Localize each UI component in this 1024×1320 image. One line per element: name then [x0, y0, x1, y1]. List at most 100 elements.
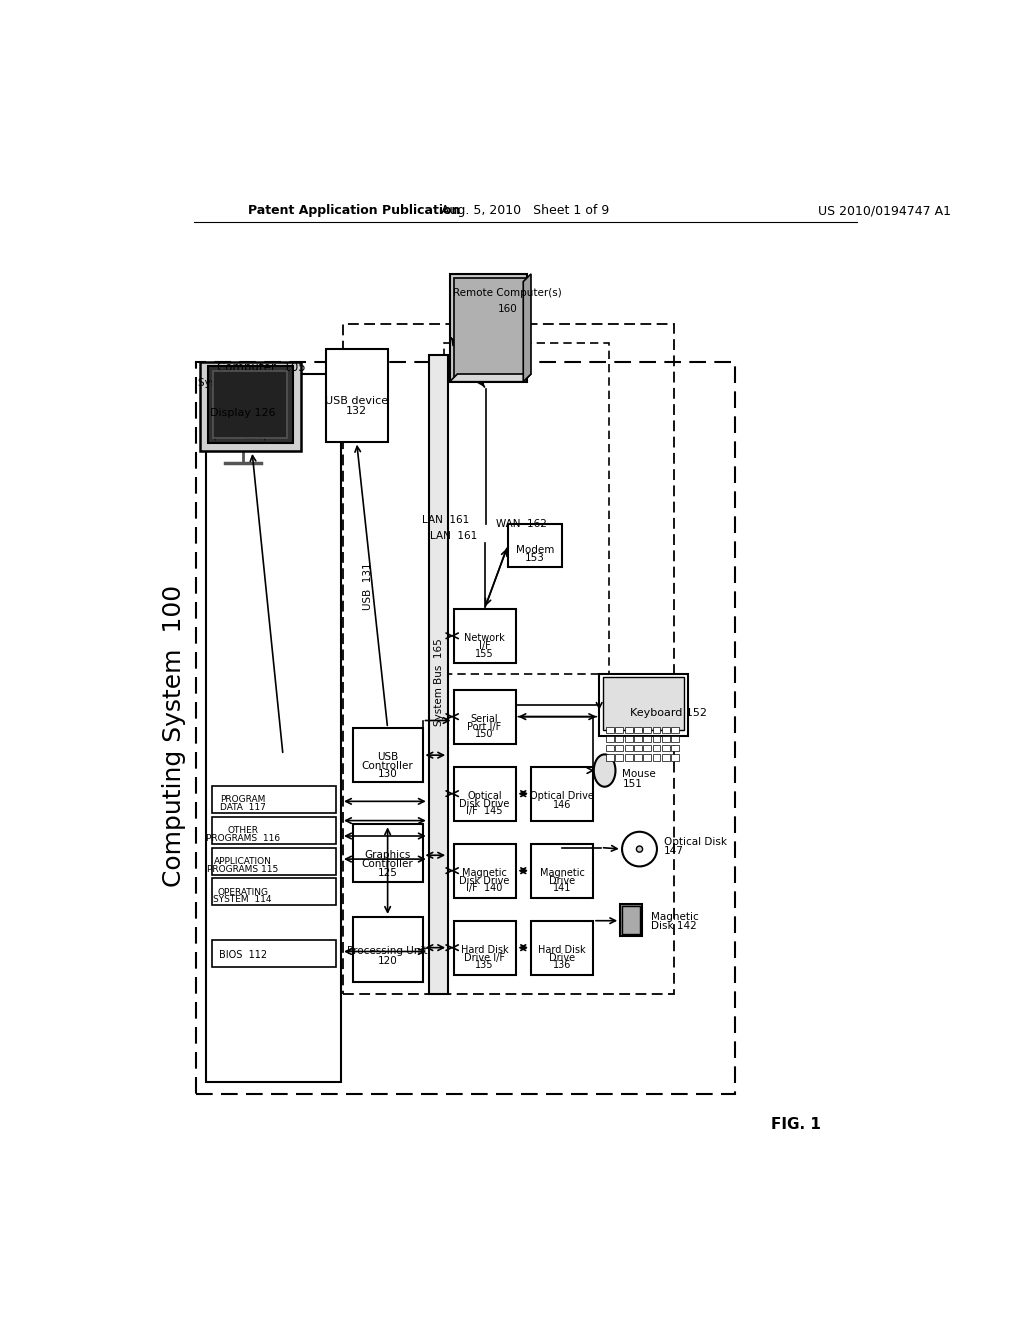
- Text: LAN  161: LAN 161: [422, 515, 469, 525]
- Text: LAN  161: LAN 161: [430, 531, 477, 541]
- Text: USB  131: USB 131: [364, 562, 374, 610]
- Bar: [212, 817, 336, 843]
- Text: 135: 135: [475, 961, 494, 970]
- Bar: [634, 726, 642, 733]
- Text: Drive: Drive: [549, 953, 575, 962]
- Text: Drive I/F: Drive I/F: [464, 953, 505, 962]
- Bar: [531, 843, 593, 898]
- Bar: [615, 744, 624, 751]
- Bar: [662, 726, 670, 733]
- Text: PROGRAMS 115: PROGRAMS 115: [207, 865, 279, 874]
- Bar: [508, 524, 562, 566]
- Bar: [634, 737, 642, 742]
- Bar: [672, 744, 679, 751]
- Text: Disk Drive: Disk Drive: [460, 875, 510, 886]
- Bar: [429, 355, 449, 994]
- Text: System Memory: System Memory: [199, 379, 283, 388]
- Bar: [531, 767, 593, 821]
- Bar: [208, 367, 293, 444]
- Bar: [621, 904, 642, 936]
- Bar: [615, 726, 624, 733]
- Text: BIOS  112: BIOS 112: [219, 950, 267, 961]
- Text: Mouse: Mouse: [623, 770, 656, 779]
- Text: 153: 153: [525, 553, 545, 564]
- Text: Optical Drive: Optical Drive: [530, 791, 594, 801]
- Bar: [643, 755, 651, 760]
- Bar: [643, 726, 651, 733]
- Text: 160: 160: [498, 304, 517, 314]
- Text: Patent Application Publication: Patent Application Publication: [248, 205, 461, 218]
- Ellipse shape: [636, 846, 643, 853]
- Bar: [606, 744, 614, 751]
- Text: SYSTEM  114: SYSTEM 114: [213, 895, 272, 904]
- Bar: [606, 726, 614, 733]
- Bar: [606, 755, 614, 760]
- Text: Computing System  100: Computing System 100: [163, 585, 186, 887]
- Bar: [212, 940, 336, 966]
- Bar: [625, 737, 633, 742]
- Text: Optical Disk: Optical Disk: [665, 837, 727, 847]
- Bar: [200, 363, 301, 451]
- Bar: [625, 726, 633, 733]
- Text: 125: 125: [378, 869, 397, 878]
- Bar: [454, 690, 515, 743]
- Bar: [652, 726, 660, 733]
- Text: PROGRAMS  116: PROGRAMS 116: [206, 834, 280, 842]
- Text: DATA  117: DATA 117: [220, 803, 265, 812]
- Bar: [212, 878, 336, 906]
- Text: USB: USB: [377, 752, 398, 763]
- Bar: [444, 343, 608, 675]
- Bar: [326, 350, 388, 442]
- Text: APPLICATION: APPLICATION: [214, 857, 271, 866]
- Bar: [634, 744, 642, 751]
- Text: Drive: Drive: [549, 875, 575, 886]
- Text: Serial: Serial: [471, 714, 499, 723]
- Text: WAN  162: WAN 162: [496, 519, 547, 529]
- Bar: [652, 737, 660, 742]
- Text: OTHER: OTHER: [227, 826, 258, 836]
- Bar: [606, 737, 614, 742]
- Text: US 2010/0194747 A1: US 2010/0194747 A1: [818, 205, 950, 218]
- Bar: [672, 737, 679, 742]
- Text: FIG. 1: FIG. 1: [771, 1117, 821, 1133]
- Bar: [450, 275, 527, 381]
- Text: 120: 120: [378, 956, 397, 966]
- Text: Controller: Controller: [361, 760, 414, 771]
- Text: 130: 130: [378, 770, 397, 779]
- Text: I/F  145: I/F 145: [466, 807, 503, 816]
- Bar: [634, 755, 642, 760]
- Text: Modem: Modem: [516, 545, 554, 554]
- Text: Disk Drive: Disk Drive: [460, 799, 510, 809]
- Bar: [212, 785, 336, 813]
- Ellipse shape: [622, 832, 657, 866]
- Text: 150: 150: [475, 730, 494, 739]
- Text: (ROM  111): (ROM 111): [213, 399, 268, 408]
- Bar: [615, 755, 624, 760]
- Text: USB device: USB device: [325, 396, 388, 407]
- Text: 147: 147: [665, 846, 684, 857]
- Polygon shape: [523, 275, 531, 381]
- Text: Processing Unit: Processing Unit: [347, 946, 428, 957]
- Bar: [454, 843, 515, 898]
- Bar: [454, 767, 515, 821]
- Bar: [622, 906, 640, 933]
- Text: I/F  140: I/F 140: [466, 883, 503, 894]
- Text: Hard Disk: Hard Disk: [539, 945, 586, 954]
- Text: 151: 151: [623, 779, 642, 788]
- Bar: [454, 921, 515, 974]
- Ellipse shape: [594, 755, 615, 787]
- Bar: [197, 363, 735, 1094]
- Text: Aug. 5, 2010   Sheet 1 of 9: Aug. 5, 2010 Sheet 1 of 9: [440, 205, 609, 218]
- Bar: [206, 374, 341, 1082]
- Text: Display 126: Display 126: [210, 408, 275, 417]
- Bar: [643, 744, 651, 751]
- Bar: [643, 737, 651, 742]
- Bar: [352, 729, 423, 781]
- Bar: [213, 371, 287, 438]
- Bar: [212, 847, 336, 875]
- Bar: [672, 755, 679, 760]
- Polygon shape: [450, 374, 531, 381]
- Bar: [652, 744, 660, 751]
- Text: 146: 146: [553, 800, 571, 810]
- Bar: [352, 825, 423, 882]
